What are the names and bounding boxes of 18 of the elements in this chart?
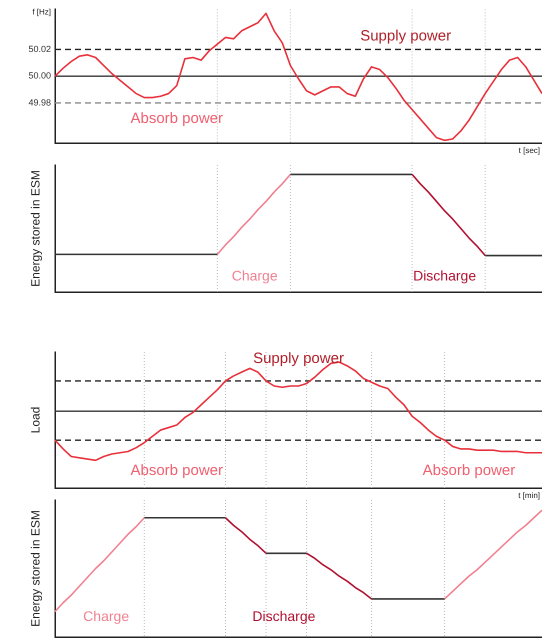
y-axis-title: f [Hz] bbox=[32, 8, 51, 17]
annotation: Charge bbox=[232, 268, 278, 284]
annotation: Supply power bbox=[360, 27, 452, 44]
annotation: Discharge bbox=[252, 608, 316, 624]
annotation: Charge bbox=[83, 608, 130, 624]
y-axis-title: Load bbox=[28, 406, 42, 434]
annotation: Absorb power bbox=[130, 110, 224, 128]
annotation: Absorb power bbox=[130, 462, 224, 480]
y-axis-title: Energy stored in ESM bbox=[28, 510, 42, 627]
y-axis-title: Energy stored in ESM bbox=[28, 170, 42, 287]
annotation: Discharge bbox=[413, 268, 476, 284]
x-axis-title: t [sec] bbox=[518, 146, 540, 156]
x-axis-title: t [min] bbox=[518, 491, 540, 500]
y-tick-label: 49.98 bbox=[28, 97, 51, 108]
annotation: Absorb power bbox=[422, 462, 516, 480]
y-tick-label: 50.00 bbox=[28, 70, 51, 81]
y-tick-label: 50.02 bbox=[28, 44, 51, 54]
annotation: Supply power bbox=[253, 350, 344, 367]
